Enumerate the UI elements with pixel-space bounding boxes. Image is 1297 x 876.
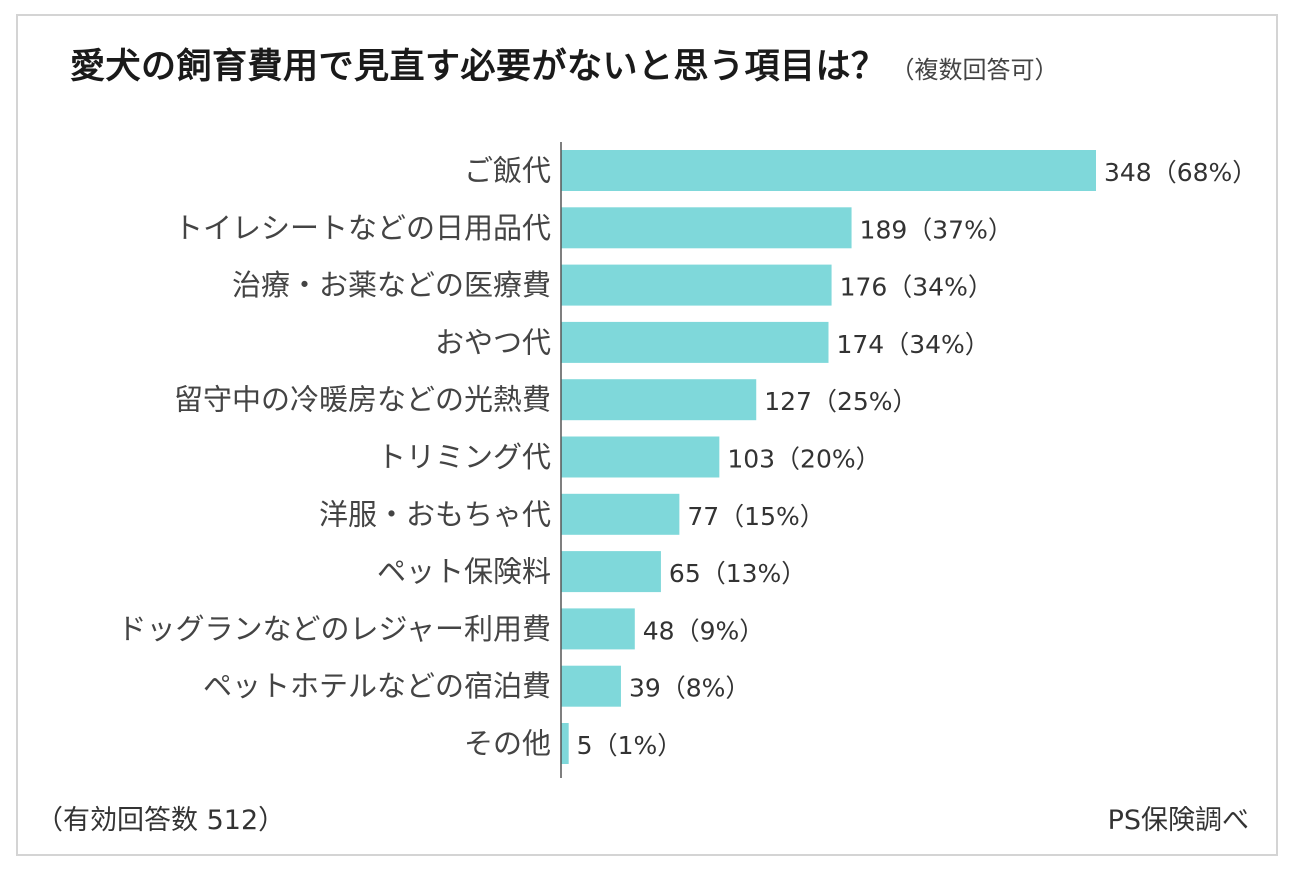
bars-layer: ご飯代 348（68%） トイレシートなどの日用品代 189（37%） 治療・お薬などの… bbox=[117, 150, 1257, 764]
value-label-4: 174（34%） bbox=[837, 330, 990, 359]
value-label-5: 127（25%） bbox=[764, 387, 917, 416]
bar-9 bbox=[561, 608, 635, 650]
value-label-1: 348（68%） bbox=[1104, 158, 1257, 187]
value-label-8: 65（13%） bbox=[669, 559, 806, 588]
chart-title-block: 愛犬の飼育費用で見直す必要がないと思う項目は？ （複数回答可） bbox=[70, 38, 1059, 89]
bar-4 bbox=[561, 321, 829, 363]
category-label-3: 治療・お薬などの医療費 bbox=[232, 268, 551, 302]
bar-2 bbox=[561, 207, 852, 249]
category-label-7: 洋服・おもちゃ代 bbox=[319, 497, 551, 531]
bar-11 bbox=[561, 723, 569, 764]
bar-1 bbox=[561, 150, 1096, 191]
category-label-11: その他 bbox=[464, 727, 551, 761]
value-label-2: 189（37%） bbox=[860, 215, 1013, 244]
category-label-9: ドッグランなどのレジャー利用費 bbox=[117, 612, 551, 646]
value-label-11: 5（1%） bbox=[577, 731, 683, 760]
bar-5 bbox=[561, 379, 757, 421]
source-credit: PS保険調べ bbox=[1107, 805, 1249, 836]
category-label-1: ご飯代 bbox=[464, 154, 551, 188]
bar-8 bbox=[561, 551, 661, 593]
value-label-3: 176（34%） bbox=[840, 273, 993, 302]
category-label-2: トイレシートなどの日用品代 bbox=[174, 211, 551, 245]
category-label-4: おやつ代 bbox=[435, 325, 551, 359]
value-label-9: 48（9%） bbox=[643, 616, 764, 645]
category-label-8: ペット保険料 bbox=[377, 555, 551, 589]
bar-3 bbox=[561, 264, 832, 306]
chart-title: 愛犬の飼育費用で見直す必要がないと思う項目は？ bbox=[70, 47, 887, 87]
value-label-6: 103（20%） bbox=[727, 445, 880, 474]
category-label-5: 留守中の冷暖房などの光熱費 bbox=[174, 383, 551, 417]
respondent-count: （有効回答数 512） bbox=[36, 805, 286, 836]
category-label-6: トリミング代 bbox=[377, 440, 551, 474]
value-label-7: 77（15%） bbox=[687, 502, 824, 531]
category-label-10: ペットホテルなどの宿泊費 bbox=[203, 669, 551, 703]
bar-7 bbox=[561, 493, 680, 535]
value-label-10: 39（8%） bbox=[629, 674, 750, 703]
bar-6 bbox=[561, 436, 720, 478]
chart-subtitle: （複数回答可） bbox=[890, 56, 1059, 84]
bar-10 bbox=[561, 665, 621, 707]
